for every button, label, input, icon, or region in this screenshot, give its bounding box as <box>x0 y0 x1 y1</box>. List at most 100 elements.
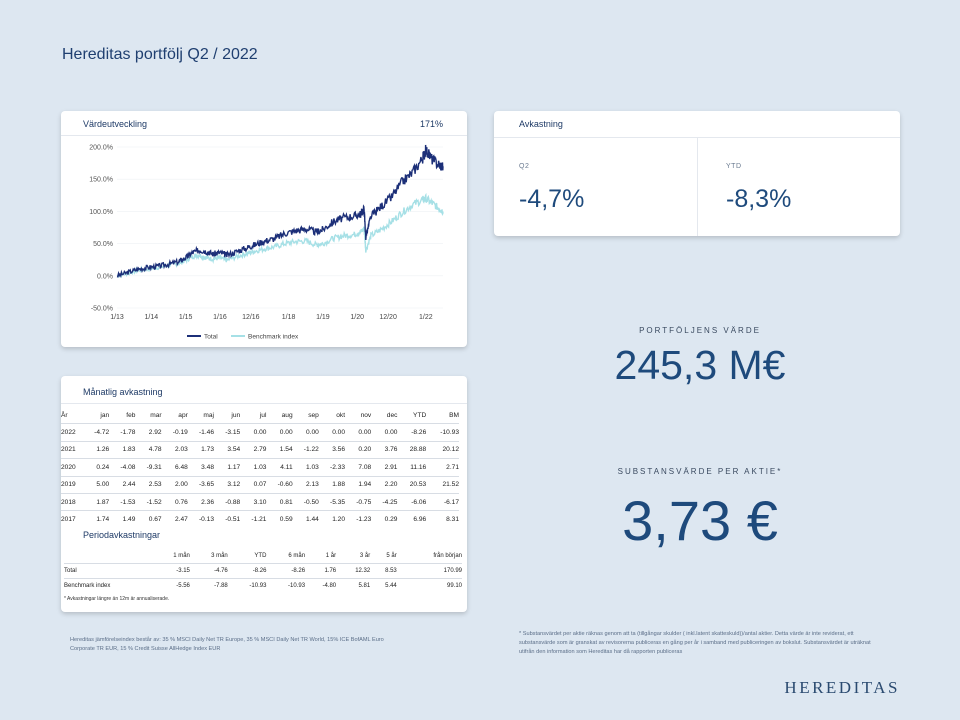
table-cell: -1.23 <box>345 510 372 528</box>
row-year: 2017 <box>61 510 83 528</box>
value-development-card: Värdeutveckling 171% 200.0% 150.0% 100.0% 5… <box>61 111 467 347</box>
table-cell: -1.21 <box>240 510 267 528</box>
card-title: Värdeutveckling <box>83 119 148 129</box>
table-cell: 1.44 <box>292 510 319 528</box>
table-cell: 2.36 <box>187 492 215 511</box>
table-cell: 0.20 <box>345 440 372 459</box>
table-cell: 1.17 <box>214 458 241 477</box>
table-cell: -6.06 <box>397 492 427 511</box>
table-cell: -3.15 <box>214 423 241 442</box>
column-header-sep: sep <box>308 411 319 419</box>
column-header-mar: mar <box>150 411 162 419</box>
table-cell: 2.53 <box>135 475 162 494</box>
table-cell: 0.00 <box>371 423 398 442</box>
table-cell: 5.81 <box>336 578 371 593</box>
table-cell: 0.00 <box>266 423 293 442</box>
table-cell: -4.08 <box>109 458 136 477</box>
table-cell: -1.46 <box>187 423 215 442</box>
column-header-jan: jan <box>100 411 110 419</box>
x-tick-label: 1/16 <box>213 314 227 321</box>
column-header-jul: jul <box>259 411 267 419</box>
table-row: 2021 1.26 1.83 4.78 2.03 1.73 3.54 2.79 1.54 -1.2… <box>61 440 459 459</box>
table-cell: -3.15 <box>152 563 190 579</box>
benchmark-footnote: Hereditas jämförelseindex består av: 35 … <box>70 637 384 652</box>
table-row: 2018 1.87 -1.53 -1.52 0.76 2.36 -0.88 3.10 0.81-… <box>61 492 459 511</box>
table-cell: -4.72 <box>83 423 110 442</box>
column-header-jun: jun <box>231 411 241 419</box>
table-cell: 28.88 <box>397 440 427 459</box>
table-cell: 1.76 <box>305 563 337 579</box>
table-cell: 20.53 <box>397 475 427 494</box>
table-cell: 11.16 <box>397 458 427 477</box>
row-year: 2019 <box>61 475 83 494</box>
table-cell: 4.78 <box>135 440 162 459</box>
table-cell: 1.03 <box>292 458 319 477</box>
total-return-badge: 171% <box>419 119 443 129</box>
column-header: från början <box>433 553 462 559</box>
table-cell: -5.56 <box>152 578 190 593</box>
column-header: 6 mån <box>288 553 306 559</box>
x-tick-label: 1/13 <box>110 314 124 321</box>
table-cell: -5.35 <box>318 492 346 511</box>
table-cell: -0.13 <box>187 510 215 528</box>
table-cell: 0.00 <box>240 423 267 442</box>
table-cell: -8.26 <box>227 563 267 579</box>
column-header: YTD <box>254 553 267 559</box>
q2-label: Q2 <box>519 163 530 170</box>
table-cell: -0.50 <box>292 492 319 511</box>
nav-per-share-label: SUBSTANSVÄRDE PER AKTIE* <box>617 467 783 476</box>
table-cell: 3.12 <box>214 475 241 494</box>
table-cell: 1.88 <box>318 475 346 494</box>
row-name: Total <box>64 563 152 579</box>
table-cell: 2.92 <box>135 423 162 442</box>
legend-label-total: Total <box>204 334 218 341</box>
y-tick-label: 200.0% <box>89 145 113 152</box>
page-title: Hereditas portfölj Q2 / 2022 <box>62 46 258 63</box>
table-cell: 1.03 <box>240 458 267 477</box>
x-tick-label: 12/20 <box>379 314 397 321</box>
column-header-bm: BM <box>449 411 459 419</box>
column-header-dec: dec <box>386 411 398 419</box>
table-cell: 2.00 <box>161 475 188 494</box>
table-cell: 8.31 <box>426 510 459 528</box>
card-title: Månatlig avkastning <box>83 387 163 397</box>
table-cell: 0.76 <box>161 492 188 511</box>
table-cell: 0.00 <box>292 423 319 442</box>
table-cell: 3.10 <box>240 492 267 511</box>
row-year: 2022 <box>61 423 83 442</box>
table-cell: -1.52 <box>135 492 162 511</box>
column-header: 3 mån <box>211 553 228 559</box>
table-cell: 5.44 <box>370 578 397 593</box>
table-cell: -10.93 <box>227 578 267 593</box>
column-header-ytd: YTD <box>413 411 427 419</box>
table-cell: 1.73 <box>187 440 215 459</box>
table-cell: 6.48 <box>161 458 188 477</box>
table-cell: 2.44 <box>109 475 136 494</box>
nav-footnote: * Substansvärdet per aktie räknas genom … <box>519 631 871 655</box>
table-cell: -2.33 <box>318 458 346 477</box>
table-cell: -0.88 <box>214 492 241 511</box>
table-cell: -1.53 <box>109 492 136 511</box>
row-name: Benchmark index <box>64 578 152 593</box>
divider <box>697 138 698 236</box>
series-line-total <box>116 144 444 278</box>
table-cell: -0.60 <box>266 475 293 494</box>
table-cell: 1.94 <box>345 475 372 494</box>
column-header-maj: maj <box>203 411 215 419</box>
table-cell: 0.00 <box>318 423 346 442</box>
period-returns-table: 1 mån 3 mån YTD 6 mån 1 år 3 år 5 år från börja… <box>64 549 462 593</box>
x-tick-label: 1/14 <box>145 314 159 321</box>
ytd-value: -8,3% <box>726 185 792 213</box>
column-header-aug: aug <box>281 411 293 419</box>
table-cell: 8.53 <box>370 563 397 579</box>
table-cell: -8.26 <box>266 563 306 579</box>
column-header-apr: apr <box>178 411 188 419</box>
column-header-feb: feb <box>126 411 136 419</box>
x-tick-label: 1/19 <box>316 314 330 321</box>
table-cell: 1.74 <box>83 510 110 528</box>
table-cell: 4.11 <box>266 458 293 477</box>
table-cell: 2.03 <box>161 440 188 459</box>
table-cell: -7.88 <box>189 578 228 593</box>
row-year: 2021 <box>61 440 83 459</box>
nav-per-share-value: 3,73 € <box>622 489 778 552</box>
